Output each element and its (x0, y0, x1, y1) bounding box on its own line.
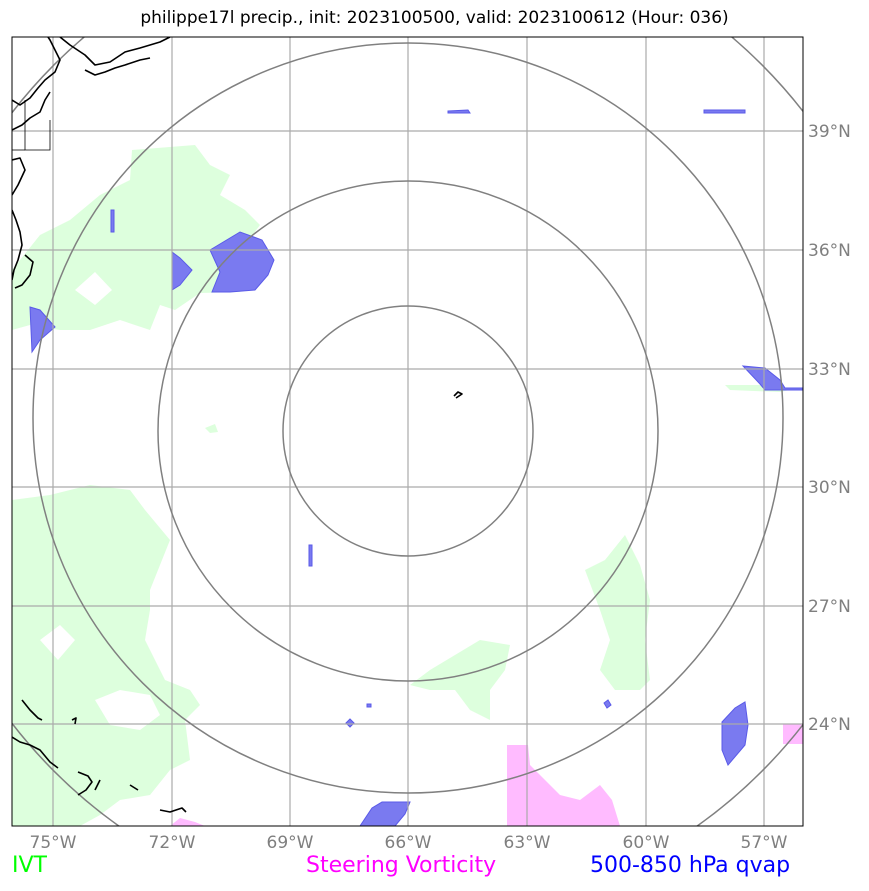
qvap-field (29, 109, 803, 826)
range-ring-inner (282, 305, 534, 557)
lon-tick-label: 63°W (504, 833, 551, 853)
legend-qvap: 500-850 hPa qvap (590, 853, 791, 878)
lon-tick-label: 60°W (623, 833, 670, 853)
lat-tick-label: 36°N (808, 241, 851, 261)
legend-steering-vorticity: Steering Vorticity (306, 853, 497, 878)
lat-tick-label: 33°N (808, 360, 851, 380)
lat-tick-label: 24°N (808, 715, 851, 735)
range-ring-middle (157, 180, 659, 682)
lon-tick-label: 75°W (30, 833, 77, 853)
graticule (12, 37, 803, 826)
map-title: philippe17l precip., init: 2023100500, v… (140, 8, 729, 28)
ivt-field-gap (40, 272, 160, 730)
lon-tick-label: 69°W (267, 833, 314, 853)
lat-tick-label: 27°N (808, 597, 851, 617)
lat-tick-label: 30°N (808, 478, 851, 498)
map-frame (11, 36, 804, 827)
lat-tick-label: 39°N (808, 122, 851, 142)
lon-tick-labels: 75°W 72°W 69°W 66°W 63°W 60°W 57°W (30, 833, 788, 853)
vorticity-field (170, 724, 803, 826)
lat-tick-labels: 39°N 36°N 33°N 30°N 27°N 24°N (808, 122, 851, 735)
legend-ivt: IVT (12, 853, 47, 878)
lon-tick-label: 72°W (149, 833, 196, 853)
state-boundaries (12, 100, 51, 151)
range-ring-outer (32, 42, 784, 794)
ivt-field (12, 145, 790, 826)
lon-tick-label: 57°W (741, 833, 788, 853)
lon-tick-label: 66°W (385, 833, 432, 853)
